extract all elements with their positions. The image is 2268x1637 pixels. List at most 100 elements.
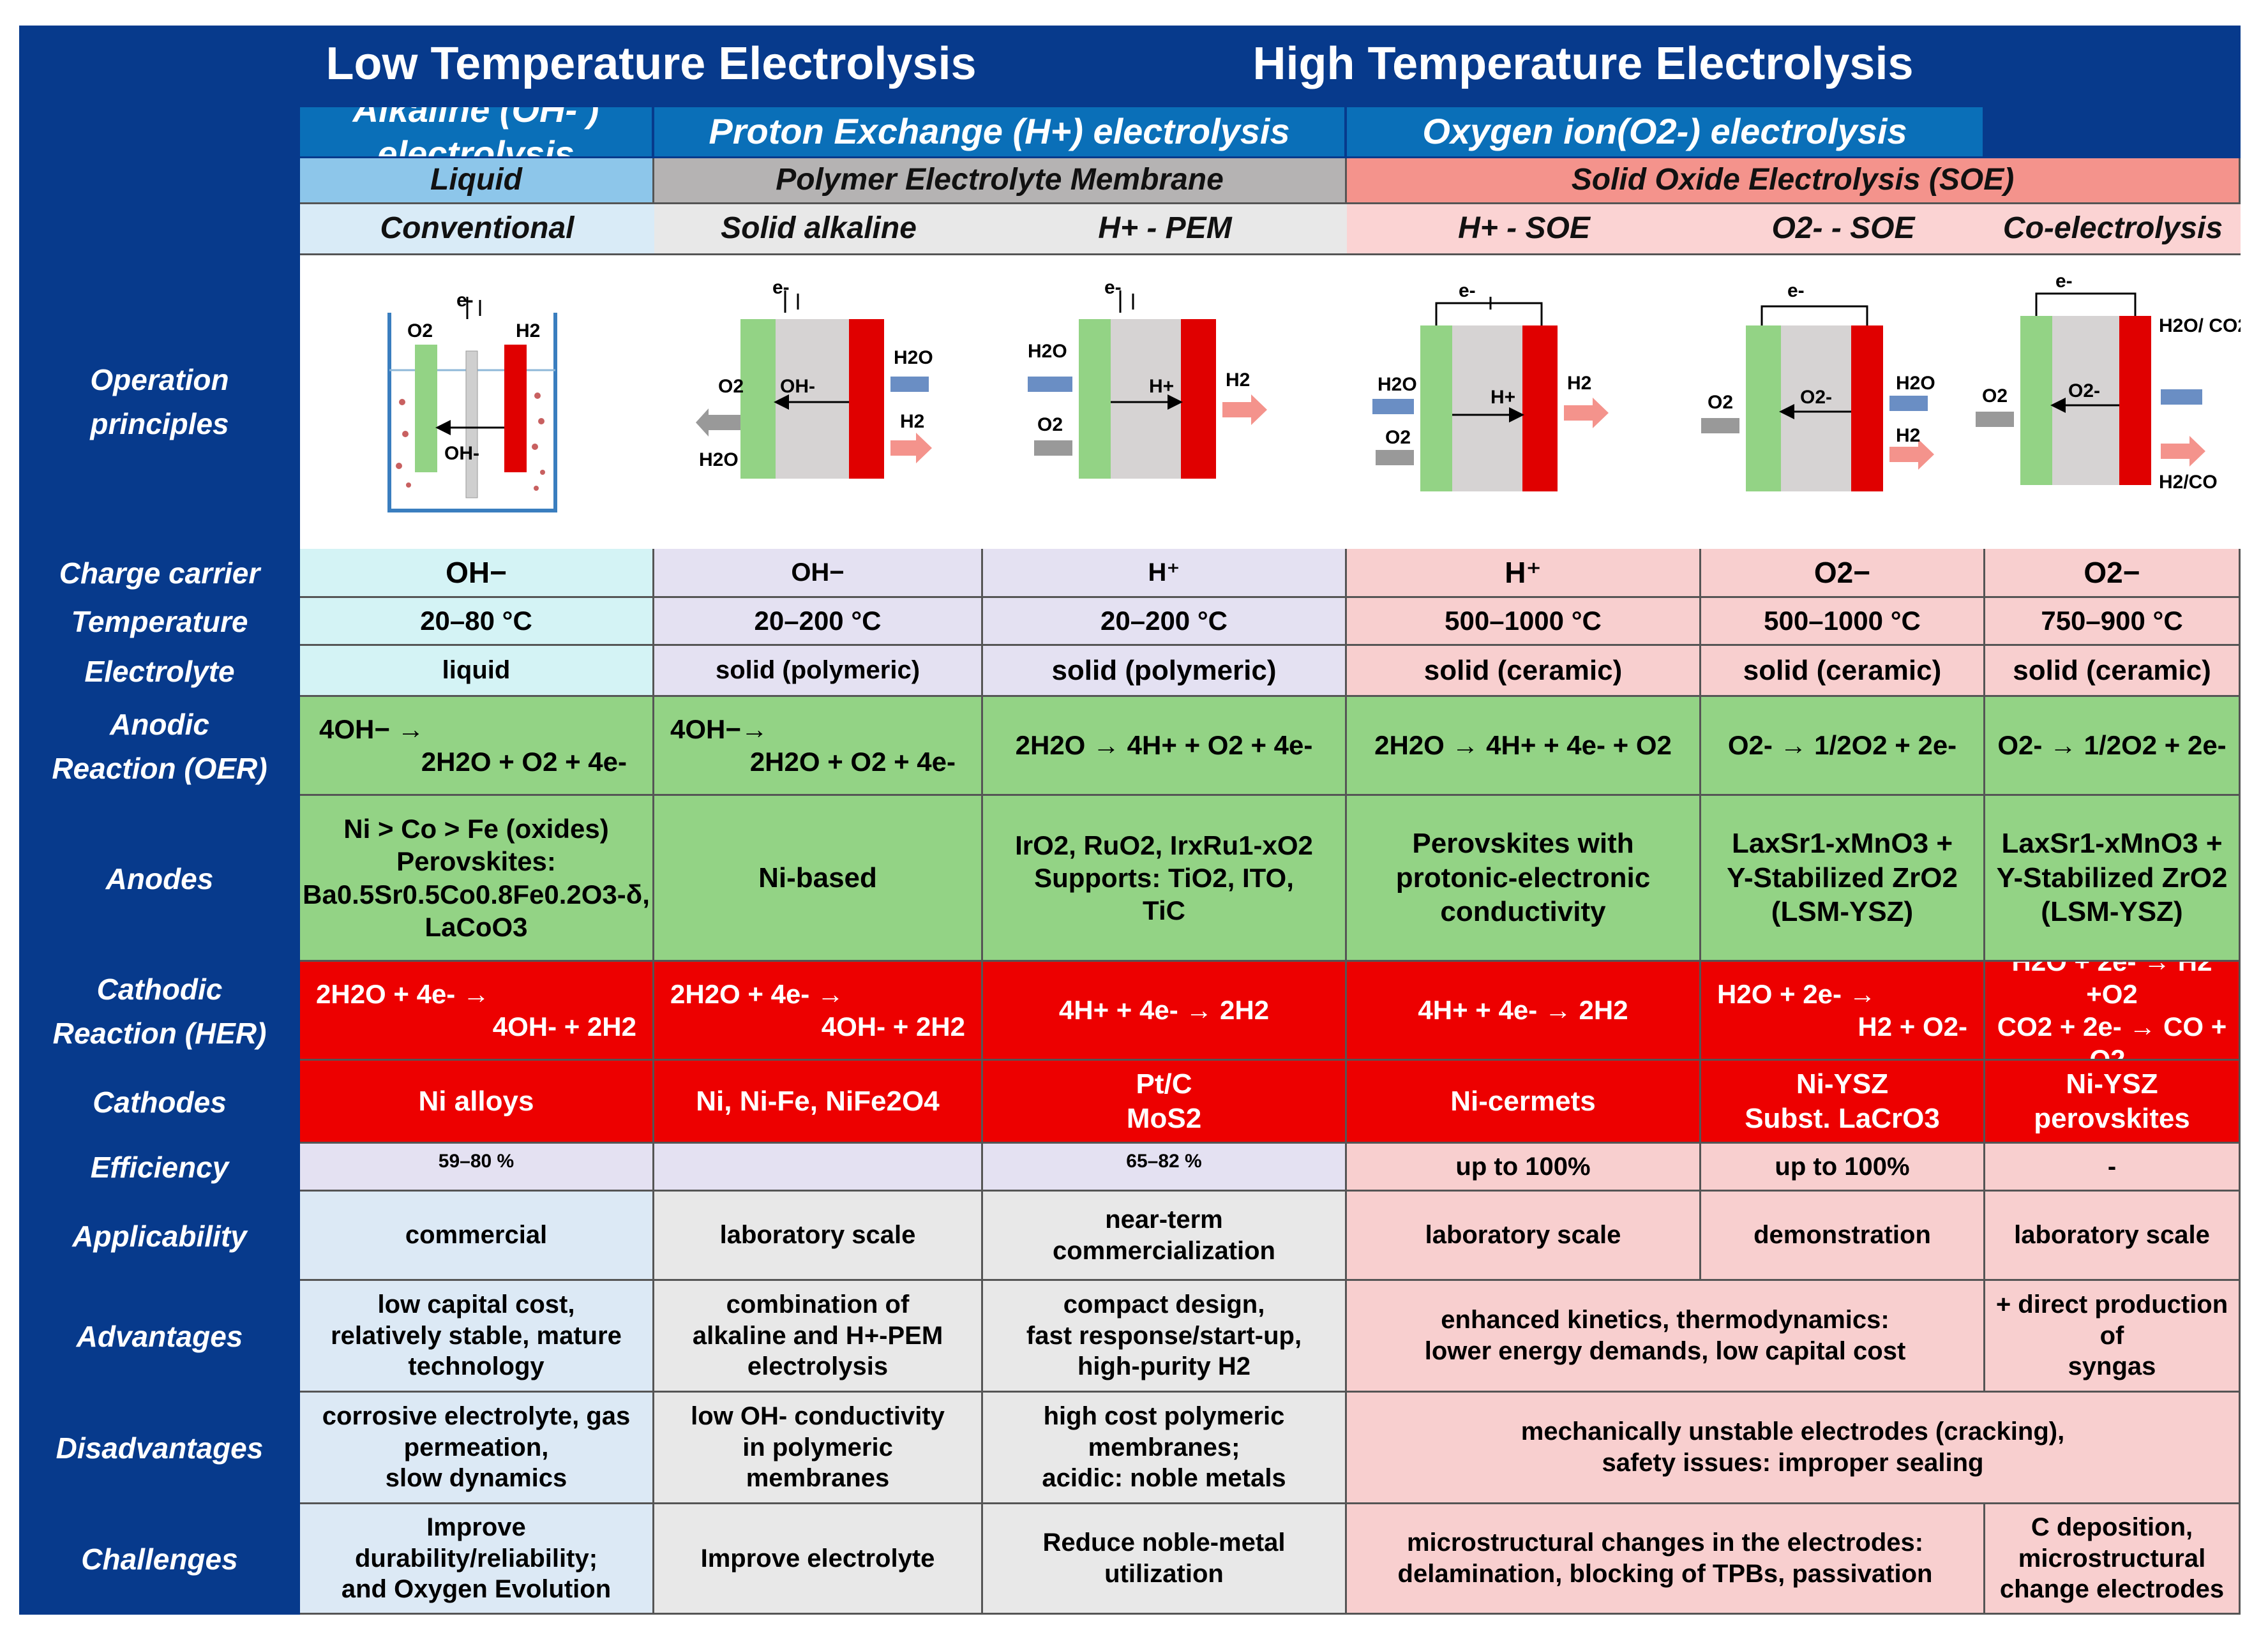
row-label-anodes: Anodes — [105, 862, 214, 895]
cathodic-c4: 4H+ + 4e- → 2H2 — [1347, 962, 1701, 1061]
anodic-c6: O2- → 1/2O2 + 2e- — [1985, 697, 2241, 796]
charge-c5: O2− — [1701, 549, 1985, 598]
svg-text:e-: e- — [1104, 277, 1122, 298]
svg-text:H2O/ CO2: H2O/ CO2 — [2159, 315, 2241, 336]
diagram-o-soe: e- O2- O2 H2O H2 — [1701, 280, 1935, 491]
electrolyte-c1: liquid — [300, 646, 654, 697]
cathodic-c2: 2H2O + 4e- → 4OH- + 2H2 — [654, 962, 983, 1061]
disadvantages-c2: low OH- conductivity in polymeric membrane… — [654, 1393, 983, 1504]
svg-text:O2: O2 — [1708, 392, 1733, 413]
svg-text:H2O: H2O — [894, 347, 933, 368]
electrolyte-c5: solid (ceramic) — [1701, 646, 1985, 697]
temperature-c5: 500–1000 °C — [1701, 598, 1985, 646]
electrolyte-c3: solid (polymeric) — [983, 646, 1347, 697]
svg-text:H2O: H2O — [1378, 374, 1417, 395]
applicability-c6: laboratory scale — [1985, 1192, 2241, 1281]
svg-text:e-: e- — [456, 290, 474, 311]
electrolysis-cell-diagrams: OH- O2 H2 e- OH- e- O2 H2O — [387, 271, 2241, 512]
efficiency-c2 — [654, 1144, 983, 1192]
svg-text:H2: H2 — [1226, 370, 1250, 391]
svg-text:H2: H2 — [900, 411, 924, 432]
electrolyte-c2: solid (polymeric) — [654, 646, 983, 697]
header-proton-exchange: Proton Exchange (H+) electrolysis — [654, 107, 1347, 158]
efficiency-c5: up to 100% — [1701, 1144, 1985, 1192]
challenges-c2: Improve electrolyte — [654, 1504, 983, 1615]
charge-c2: OH− — [654, 549, 983, 598]
header-pem: Polymer Electrolyte Membrane — [654, 158, 1347, 204]
advantages-c45: enhanced kinetics, thermodynamics: lower … — [1347, 1281, 1985, 1393]
challenges-c3: Reduce noble-metal utilization — [983, 1504, 1347, 1615]
challenges-c1: Improve durability/reliability; and Oxygen… — [300, 1504, 654, 1615]
electrolyte-c6: solid (ceramic) — [1985, 646, 2241, 697]
applicability-c3: near-term commercialization — [983, 1192, 1347, 1281]
cathodes-c6: Ni-YSZ perovskites — [1985, 1061, 2241, 1144]
advantages-c1: low capital cost, relatively stable, matu… — [300, 1281, 654, 1393]
charge-c4: H⁺ — [1347, 549, 1701, 598]
temperature-c6: 750–900 °C — [1985, 598, 2241, 646]
electrolyte-c4: solid (ceramic) — [1347, 646, 1701, 697]
efficiency-c6: - — [1985, 1144, 2241, 1192]
svg-text:H2: H2 — [1896, 425, 1920, 446]
temperature-c1: 20–80 °C — [300, 598, 654, 646]
svg-text:H2: H2 — [516, 320, 540, 341]
row-label-charge: Charge carrier — [59, 557, 260, 590]
cathodic-c5: H2O + 2e- → H2 + O2- — [1701, 962, 1985, 1061]
svg-text:O2: O2 — [1037, 414, 1063, 435]
challenges-c6: C deposition, microstructural change elect… — [1985, 1504, 2241, 1615]
cathodes-c3: Pt/C MoS2 — [983, 1061, 1347, 1144]
row-label-temperature: Temperature — [71, 605, 248, 638]
anodic-c4: 2H2O → 4H+ + 4e- + O2 — [1347, 697, 1701, 796]
applicability-c1: commercial — [300, 1192, 654, 1281]
diagram-h-pem: H+ e- H2O O2 H2 — [1028, 277, 1267, 479]
anodic-c3: 2H2O → 4H+ + O2 + 4e- — [983, 697, 1347, 796]
challenges-c45: microstructural changes in the electrode… — [1347, 1504, 1985, 1615]
svg-text:H2O: H2O — [1896, 373, 1935, 394]
diagram-h-soe: e- H+ H2O O2 H2 — [1372, 280, 1609, 491]
svg-text:H2: H2 — [1567, 373, 1591, 394]
anodes-c1: Ni > Co > Fe (oxides) Perovskites: Ba0.5Sr… — [300, 796, 654, 962]
cathodes-c5: Ni-YSZ Subst. LaCrO3 — [1701, 1061, 1985, 1144]
header-alkaline: Alkaline (OH- ) electrolysis — [300, 107, 654, 158]
anodic-c2: 4OH−→ 2H2O + O2 + 4e- — [654, 697, 983, 796]
svg-text:O2: O2 — [1385, 427, 1411, 448]
header-conventional: Conventional — [300, 204, 654, 255]
row-label-operation: Operation principles — [90, 363, 229, 440]
row-label-cathodes: Cathodes — [93, 1085, 227, 1119]
svg-text:e-: e- — [772, 277, 790, 298]
temperature-c2: 20–200 °C — [654, 598, 983, 646]
svg-text:O2: O2 — [1982, 385, 2008, 407]
efficiency-c4: up to 100% — [1347, 1144, 1701, 1192]
row-label-efficiency: Efficiency — [90, 1151, 229, 1184]
title-high-temperature: High Temperature Electrolysis — [1252, 38, 1914, 89]
cathodic-c3: 4H+ + 4e- → 2H2 — [983, 962, 1347, 1061]
anodes-c4: Perovskites with protonic-electronic condu… — [1347, 796, 1701, 962]
svg-text:O2-: O2- — [1800, 387, 1832, 408]
diagram-solid-alkaline: OH- e- O2 H2O H2O H2 — [696, 277, 933, 479]
svg-text:H2O: H2O — [699, 449, 739, 470]
svg-text:H+: H+ — [1491, 387, 1515, 408]
applicability-c4: laboratory scale — [1347, 1192, 1701, 1281]
svg-text:O2-: O2- — [2068, 380, 2100, 401]
row-label-electrolyte: Electrolyte — [84, 654, 235, 688]
cathodes-c4: Ni-cermets — [1347, 1061, 1701, 1144]
temperature-c4: 500–1000 °C — [1347, 598, 1701, 646]
svg-text:OH-: OH- — [780, 376, 815, 397]
disadvantages-c3: high cost polymeric membranes; acidic: nob… — [983, 1393, 1347, 1504]
anodic-c1: 4OH− → 2H2O + O2 + 4e- — [300, 697, 654, 796]
applicability-c5: demonstration — [1701, 1192, 1985, 1281]
svg-text:e-: e- — [1459, 280, 1476, 301]
anodes-c2: Ni-based — [654, 796, 983, 962]
header-co-electrolysis: Co-electrolysis — [1985, 204, 2241, 255]
header-liquid: Liquid — [300, 158, 654, 204]
efficiency-c1: 59–80 % — [300, 1144, 654, 1192]
svg-text:H2O: H2O — [1028, 341, 1067, 362]
operation-principles-diagrams: OH- O2 H2 e- OH- e- O2 H2O — [300, 255, 2241, 549]
svg-text:e-: e- — [2055, 271, 2073, 292]
anodic-c5: O2- → 1/2O2 + 2e- — [1701, 697, 1985, 796]
header-oxygen-ion: Oxygen ion(O2-) electrolysis — [1347, 107, 1985, 158]
charge-c3: H⁺ — [983, 549, 1347, 598]
svg-text:O2: O2 — [407, 320, 433, 341]
svg-text:e-: e- — [1787, 280, 1805, 301]
row-label-disadvantages: Disadvantages — [56, 1431, 264, 1465]
